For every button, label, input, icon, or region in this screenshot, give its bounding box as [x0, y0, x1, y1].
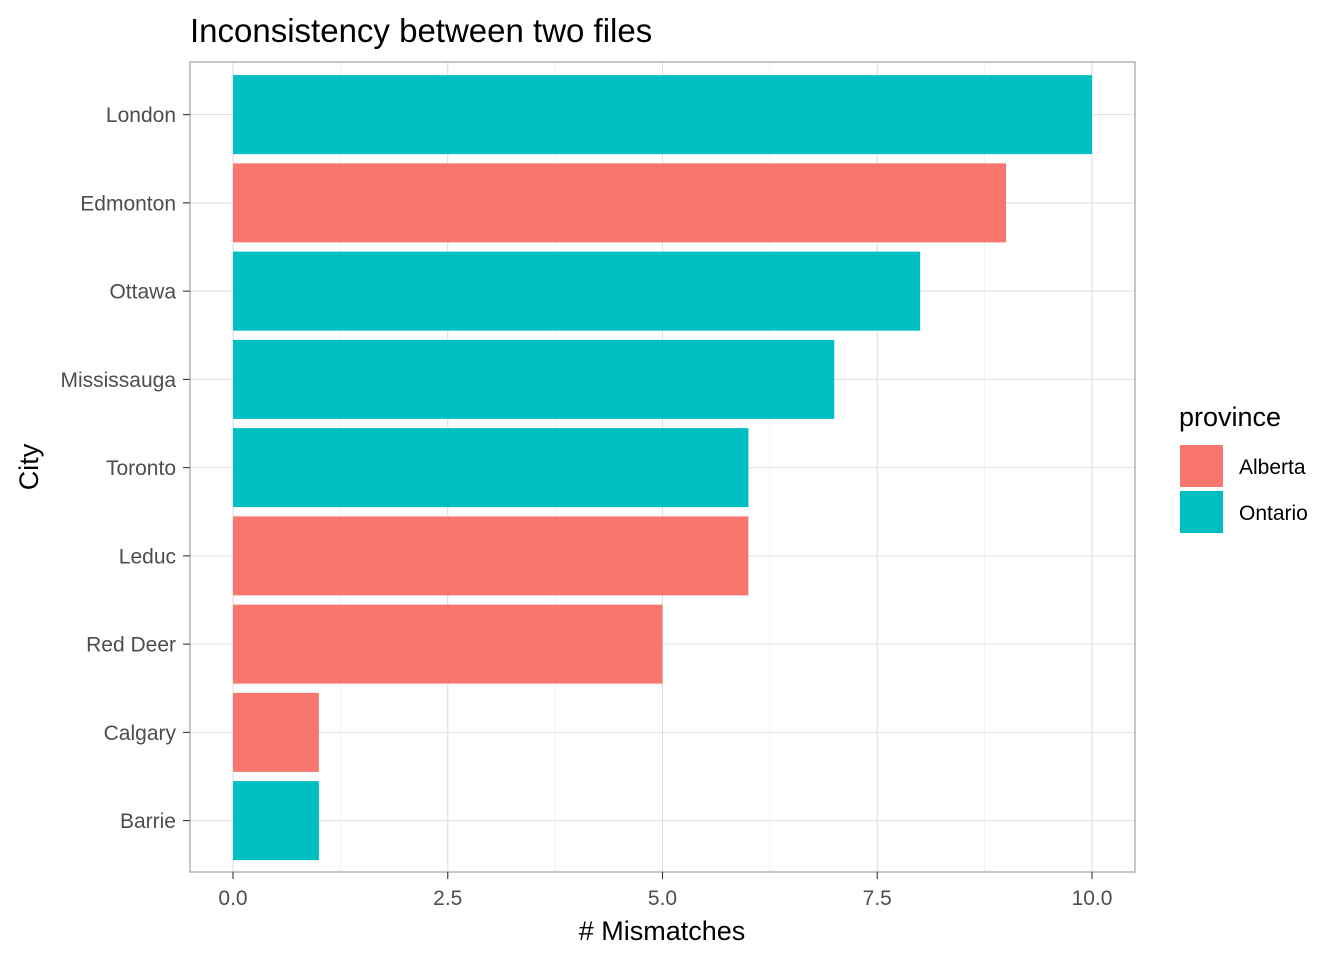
y-axis-ticks: London Edmonton Ottawa Mississauga Toronto Le… [60, 104, 190, 833]
bar-red-deer [233, 604, 663, 684]
y-tick-label: Ottawa [109, 281, 176, 304]
y-tick-label: Barrie [120, 810, 176, 833]
y-tick-label: Red Deer [86, 634, 176, 657]
x-tick-label: 0.0 [218, 887, 247, 910]
legend-items: Alberta Ontario [1180, 445, 1308, 533]
x-tick-label: 10.0 [1072, 887, 1113, 910]
y-tick-label: Mississauga [60, 369, 176, 392]
y-axis-title: City [14, 443, 44, 490]
x-axis-title: # Mismatches [579, 916, 746, 946]
bar-london [233, 75, 1092, 155]
y-tick-label: Leduc [119, 545, 176, 568]
x-tick-label: 5.0 [648, 887, 677, 910]
y-tick-label: Edmonton [80, 192, 176, 215]
bar-ottawa [233, 251, 921, 331]
legend-title: province [1179, 402, 1281, 432]
legend-swatch-alberta [1180, 445, 1223, 487]
legend-label-ontario: Ontario [1239, 502, 1308, 525]
x-tick-label: 7.5 [863, 887, 892, 910]
legend: province Alberta Ontario [1179, 402, 1308, 533]
x-axis-ticks: 0.0 2.5 5.0 7.5 10.0 [218, 872, 1112, 910]
bar-edmonton [233, 163, 1007, 243]
bar-barrie [233, 781, 319, 861]
bars [233, 75, 1092, 861]
bar-mississauga [233, 339, 835, 419]
x-tick-label: 2.5 [433, 887, 462, 910]
chart-title: Inconsistency between two files [190, 12, 652, 49]
legend-swatch-ontario [1180, 491, 1223, 533]
bar-calgary [233, 692, 319, 772]
bar-leduc [233, 516, 749, 596]
legend-label-alberta: Alberta [1239, 456, 1306, 479]
bar-toronto [233, 428, 749, 508]
y-tick-label: Calgary [104, 722, 177, 745]
y-tick-label: London [106, 104, 176, 127]
y-tick-label: Toronto [106, 457, 176, 480]
